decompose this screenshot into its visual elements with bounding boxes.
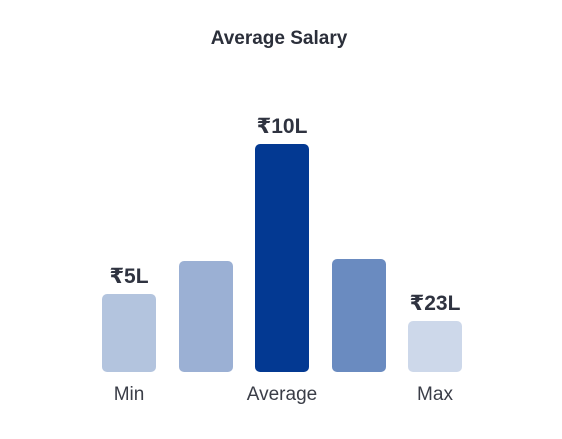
value-label-4: ₹23L xyxy=(410,292,461,315)
bar-0 xyxy=(102,294,156,372)
category-labels-layer: Min Average Max xyxy=(114,384,454,405)
category-label-0: Min xyxy=(114,384,145,405)
chart-title: Average Salary xyxy=(211,28,348,49)
bar-2 xyxy=(255,144,309,372)
bar-4 xyxy=(408,321,462,372)
bars-layer xyxy=(102,144,462,372)
value-label-2: ₹10L xyxy=(257,115,308,138)
category-label-2: Average xyxy=(247,384,317,405)
bar-3 xyxy=(332,259,386,372)
value-labels-layer: ₹5L ₹10L ₹23L xyxy=(109,115,460,315)
category-label-4: Max xyxy=(417,384,453,405)
bar-1 xyxy=(179,261,233,372)
value-label-0: ₹5L xyxy=(109,265,148,288)
